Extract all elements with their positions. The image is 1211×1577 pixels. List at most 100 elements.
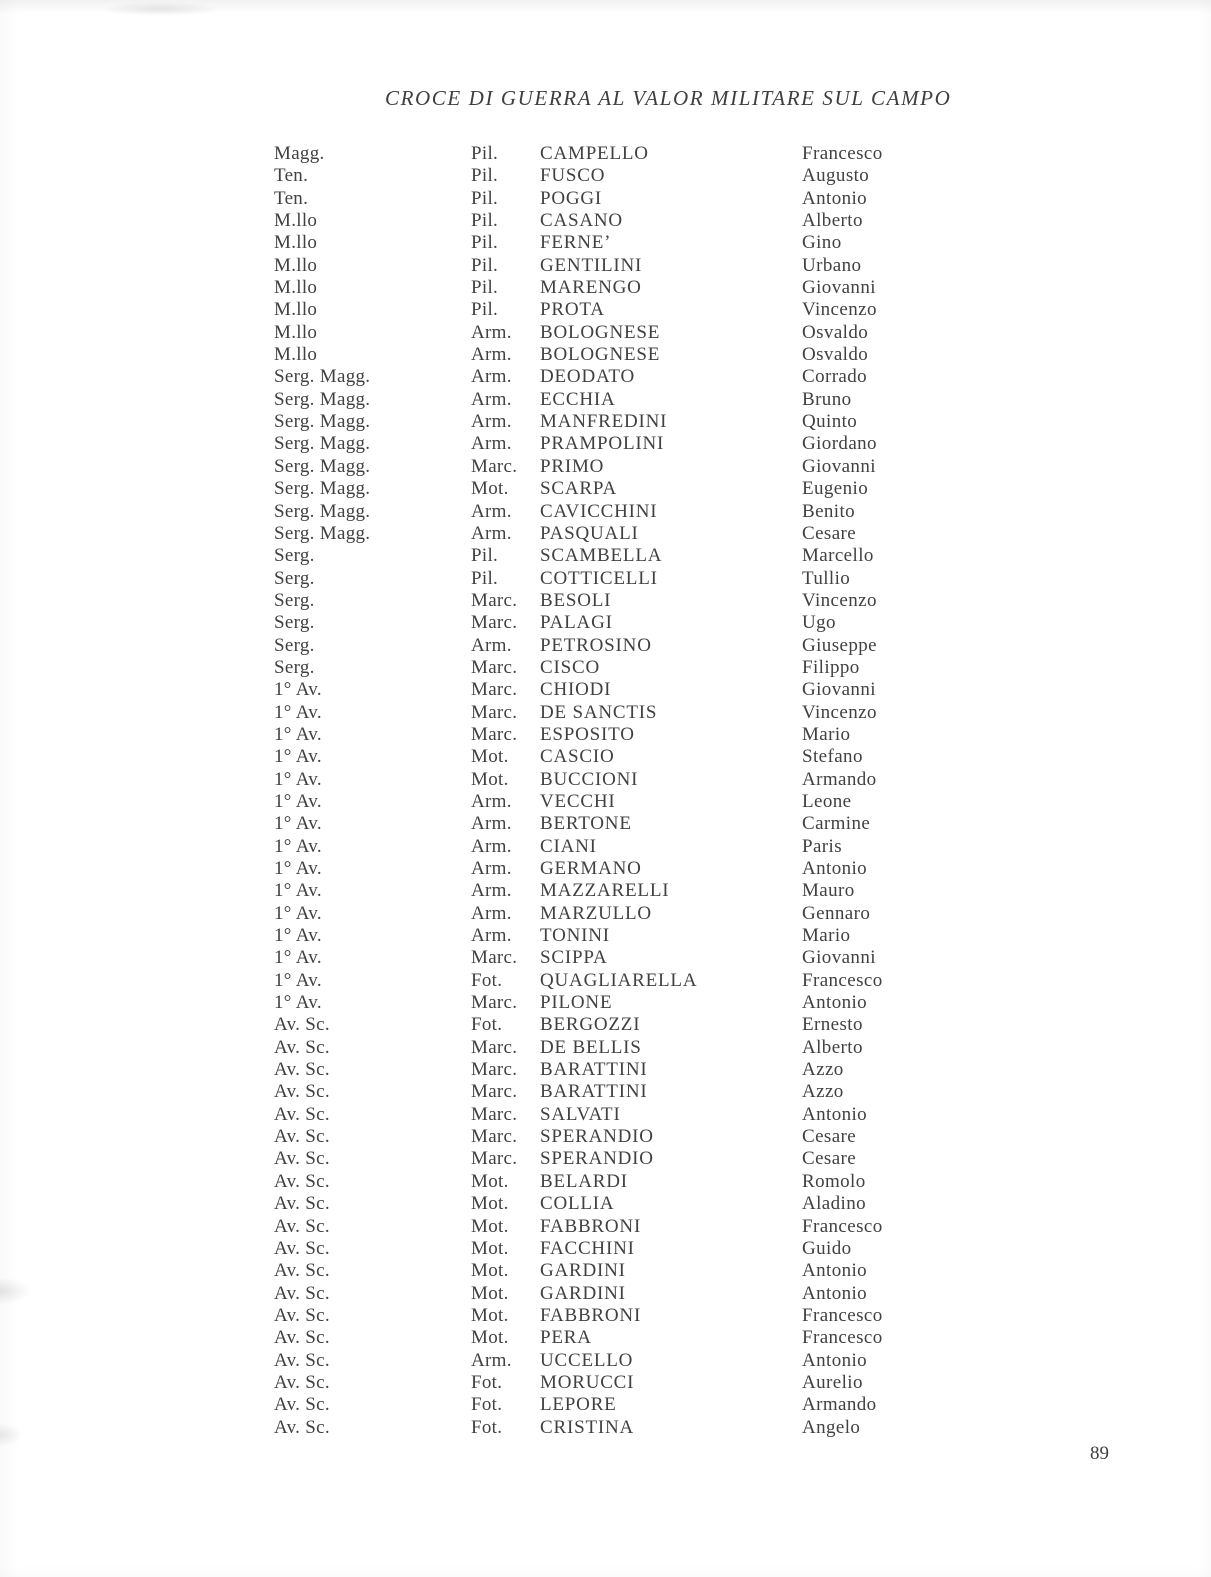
table-row: Serg. Magg. Arm. PRAMPOLINI Giordano <box>274 433 914 455</box>
specialty-cell: Arm. <box>471 902 512 924</box>
specialty-cell: Pil. <box>471 210 499 232</box>
table-row: Av. Sc. Fot. MORUCCI Aurelio <box>274 1372 914 1394</box>
rank-cell: 1° Av. <box>274 746 322 768</box>
surname-cell: BARATTINI <box>540 1059 648 1081</box>
rank-cell: 1° Av. <box>274 790 322 812</box>
specialty-cell: Mot. <box>471 1304 509 1326</box>
firstname-cell: Giordano <box>802 433 877 455</box>
surname-cell: BERTONE <box>540 813 632 835</box>
table-row: 1° Av. Mot. BUCCIONI Armando <box>274 769 914 791</box>
table-row: 1° Av. Marc. DE SANCTIS Vincenzo <box>274 702 914 724</box>
rank-cell: Serg. Magg. <box>274 522 371 544</box>
table-row: Serg. Magg. Arm. CAVICCHINI Benito <box>274 501 914 523</box>
table-row: Av. Sc. Marc. SPERANDIO Cesare <box>274 1126 914 1148</box>
firstname-cell: Carmine <box>802 813 871 835</box>
rank-cell: 1° Av. <box>274 679 322 701</box>
specialty-cell: Fot. <box>471 969 503 991</box>
surname-cell: CAVICCHINI <box>540 500 658 522</box>
rank-cell: Ten. <box>274 187 309 209</box>
surname-cell: CHIODI <box>540 679 612 701</box>
rank-cell: Av. Sc. <box>274 1148 330 1170</box>
surname-cell: MORUCCI <box>540 1371 635 1393</box>
specialty-cell: Mot. <box>471 1282 509 1304</box>
table-row: Av. Sc. Marc. DE BELLIS Alberto <box>274 1037 914 1059</box>
table-row: Ten. Pil. POGGI Antonio <box>274 188 914 210</box>
surname-cell: DE SANCTIS <box>540 701 658 723</box>
specialty-cell: Marc. <box>471 656 518 678</box>
firstname-cell: Mario <box>802 925 851 947</box>
firstname-cell: Tullio <box>802 567 851 589</box>
specialty-cell: Marc. <box>471 992 518 1014</box>
surname-cell: BELARDI <box>540 1170 628 1192</box>
rank-cell: 1° Av. <box>274 992 322 1014</box>
table-row: 1° Av. Marc. PILONE Antonio <box>274 992 914 1014</box>
rank-cell: Serg. Magg. <box>274 478 371 500</box>
table-row: Serg. Magg. Mot. SCARPA Eugenio <box>274 478 914 500</box>
rank-cell: Av. Sc. <box>274 1371 330 1393</box>
firstname-cell: Urbano <box>802 254 862 276</box>
surname-cell: GARDINI <box>540 1282 626 1304</box>
table-row: Av. Sc. Mot. GARDINI Antonio <box>274 1260 914 1282</box>
rank-cell: 1° Av. <box>274 701 322 723</box>
rank-cell: M.llo <box>274 299 318 321</box>
surname-cell: PROTA <box>540 299 605 321</box>
specialty-cell: Arm. <box>471 500 512 522</box>
surname-cell: PILONE <box>540 992 613 1014</box>
surname-cell: MARZULLO <box>540 902 652 924</box>
rank-cell: M.llo <box>274 321 318 343</box>
firstname-cell: Francesco <box>802 1327 883 1349</box>
rank-cell: M.llo <box>274 232 318 254</box>
rank-cell: Av. Sc. <box>274 1260 330 1282</box>
firstname-cell: Benito <box>802 500 856 522</box>
firstname-cell: Guido <box>802 1237 852 1259</box>
surname-cell: PETROSINO <box>540 634 652 656</box>
surname-cell: TONINI <box>540 925 610 947</box>
surname-cell: CISCO <box>540 656 600 678</box>
rank-cell: Serg. <box>274 634 315 656</box>
firstname-cell: Angelo <box>802 1416 861 1438</box>
rank-cell: Serg. Magg. <box>274 388 371 410</box>
firstname-cell: Cesare <box>802 1126 857 1148</box>
table-row: Av. Sc. Fot. CRISTINA Angelo <box>274 1417 914 1439</box>
specialty-cell: Mot. <box>471 746 509 768</box>
surname-cell: CASCIO <box>540 746 615 768</box>
firstname-cell: Giovanni <box>802 277 876 299</box>
page-title: CROCE DI GUERRA AL VALOR MILITARE SUL CA… <box>385 86 952 110</box>
surname-cell: PALAGI <box>540 612 613 634</box>
firstname-cell: Filippo <box>802 656 860 678</box>
table-row: 1° Av. Marc. CHIODI Giovanni <box>274 679 914 701</box>
firstname-cell: Armando <box>802 1394 877 1416</box>
rank-cell: 1° Av. <box>274 969 322 991</box>
table-row: Av. Sc. Fot. LEPORE Armando <box>274 1394 914 1416</box>
specialty-cell: Marc. <box>471 589 518 611</box>
surname-cell: BERGOZZI <box>540 1014 641 1036</box>
rank-cell: Av. Sc. <box>274 1394 330 1416</box>
firstname-cell: Eugenio <box>802 478 869 500</box>
firstname-cell: Cesare <box>802 1148 857 1170</box>
specialty-cell: Pil. <box>471 143 499 164</box>
table-row: Av. Sc. Mot. BELARDI Romolo <box>274 1171 914 1193</box>
firstname-cell: Giuseppe <box>802 634 877 656</box>
rank-cell: Av. Sc. <box>274 1282 330 1304</box>
specialty-cell: Mot. <box>471 1260 509 1282</box>
specialty-cell: Arm. <box>471 366 512 388</box>
specialty-cell: Mot. <box>471 768 509 790</box>
firstname-cell: Osvaldo <box>802 321 869 343</box>
table-row: Serg. Pil. COTTICELLI Tullio <box>274 568 914 590</box>
surname-cell: SPERANDIO <box>540 1148 654 1170</box>
specialty-cell: Arm. <box>471 858 512 879</box>
firstname-cell: Giovanni <box>802 679 876 701</box>
table-row: Serg. Magg. Arm. ECCHIA Bruno <box>274 389 914 411</box>
scan-artifact <box>100 2 220 16</box>
table-row: 1° Av. Fot. QUAGLIARELLA Francesco <box>274 970 914 992</box>
specialty-cell: Pil. <box>471 254 499 276</box>
firstname-cell: Antonio <box>802 1103 868 1125</box>
table-row: 1° Av. Arm. CIANI Paris <box>274 836 914 858</box>
firstname-cell: Azzo <box>802 1081 844 1103</box>
firstname-cell: Paris <box>802 835 842 857</box>
table-row: Serg. Marc. CISCO Filippo <box>274 657 914 679</box>
table-row: 1° Av. Arm. MAZZARELLI Mauro <box>274 880 914 902</box>
rank-cell: Av. Sc. <box>274 1349 330 1371</box>
rank-cell: M.llo <box>274 210 318 232</box>
rank-cell: Av. Sc. <box>274 1215 330 1237</box>
